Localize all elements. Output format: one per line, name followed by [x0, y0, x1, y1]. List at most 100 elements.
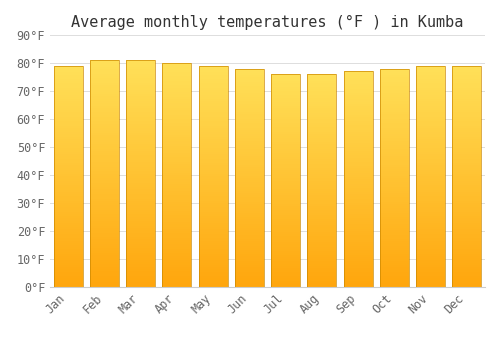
- Bar: [344, 89, 372, 91]
- Bar: [162, 108, 192, 110]
- Bar: [54, 176, 82, 178]
- Bar: [54, 234, 82, 236]
- Bar: [198, 123, 228, 126]
- Bar: [380, 149, 409, 152]
- Bar: [380, 71, 409, 73]
- Bar: [344, 196, 372, 198]
- Bar: [416, 243, 445, 245]
- Bar: [344, 125, 372, 127]
- Bar: [344, 259, 372, 261]
- Bar: [380, 69, 409, 71]
- Bar: [235, 226, 264, 228]
- Bar: [235, 280, 264, 283]
- Bar: [344, 108, 372, 110]
- Bar: [54, 110, 82, 112]
- Bar: [126, 142, 155, 144]
- Bar: [380, 222, 409, 224]
- Bar: [162, 117, 192, 119]
- Bar: [380, 86, 409, 88]
- Bar: [235, 245, 264, 248]
- Bar: [308, 176, 336, 178]
- Bar: [416, 143, 445, 146]
- Bar: [235, 278, 264, 280]
- Bar: [198, 130, 228, 132]
- Bar: [162, 177, 192, 180]
- Bar: [308, 219, 336, 221]
- Bar: [308, 249, 336, 251]
- Bar: [198, 272, 228, 274]
- Bar: [416, 90, 445, 92]
- Bar: [235, 197, 264, 199]
- Bar: [54, 245, 82, 247]
- Bar: [235, 189, 264, 191]
- Bar: [162, 72, 192, 74]
- Bar: [198, 103, 228, 106]
- Bar: [271, 274, 300, 277]
- Bar: [235, 156, 264, 158]
- Bar: [271, 157, 300, 159]
- Bar: [54, 163, 82, 165]
- Bar: [90, 178, 119, 180]
- Bar: [380, 95, 409, 97]
- Bar: [90, 251, 119, 253]
- Bar: [380, 197, 409, 199]
- Bar: [380, 97, 409, 99]
- Bar: [344, 142, 372, 145]
- Bar: [452, 240, 482, 243]
- Bar: [126, 239, 155, 241]
- Bar: [380, 99, 409, 102]
- Bar: [235, 267, 264, 270]
- Bar: [162, 114, 192, 117]
- Bar: [308, 264, 336, 266]
- Bar: [126, 76, 155, 78]
- Bar: [90, 217, 119, 219]
- Bar: [344, 104, 372, 106]
- Bar: [271, 134, 300, 136]
- Bar: [54, 150, 82, 152]
- Bar: [162, 110, 192, 112]
- Bar: [90, 92, 119, 94]
- Bar: [452, 156, 482, 159]
- Bar: [416, 106, 445, 108]
- Bar: [198, 216, 228, 218]
- Bar: [271, 259, 300, 261]
- Bar: [416, 220, 445, 223]
- Bar: [271, 234, 300, 236]
- Bar: [416, 238, 445, 240]
- Bar: [380, 174, 409, 176]
- Bar: [162, 233, 192, 236]
- Bar: [344, 140, 372, 142]
- Bar: [380, 158, 409, 160]
- Bar: [271, 249, 300, 251]
- Bar: [90, 208, 119, 210]
- Bar: [344, 224, 372, 227]
- Bar: [198, 88, 228, 90]
- Bar: [198, 150, 228, 152]
- Bar: [308, 117, 336, 119]
- Bar: [162, 157, 192, 159]
- Bar: [380, 84, 409, 86]
- Bar: [452, 168, 482, 170]
- Bar: [162, 106, 192, 108]
- Bar: [198, 97, 228, 99]
- Bar: [271, 151, 300, 153]
- Bar: [308, 123, 336, 125]
- Bar: [416, 88, 445, 90]
- Bar: [452, 77, 482, 79]
- Bar: [126, 176, 155, 178]
- Bar: [452, 282, 482, 285]
- Bar: [162, 184, 192, 186]
- Bar: [90, 162, 119, 164]
- Bar: [416, 154, 445, 156]
- Bar: [235, 254, 264, 257]
- Bar: [452, 201, 482, 203]
- Bar: [271, 232, 300, 234]
- Bar: [452, 134, 482, 136]
- Bar: [344, 97, 372, 99]
- Bar: [126, 178, 155, 180]
- Bar: [380, 278, 409, 280]
- Bar: [235, 167, 264, 169]
- Bar: [90, 282, 119, 285]
- Bar: [198, 92, 228, 95]
- Bar: [416, 79, 445, 81]
